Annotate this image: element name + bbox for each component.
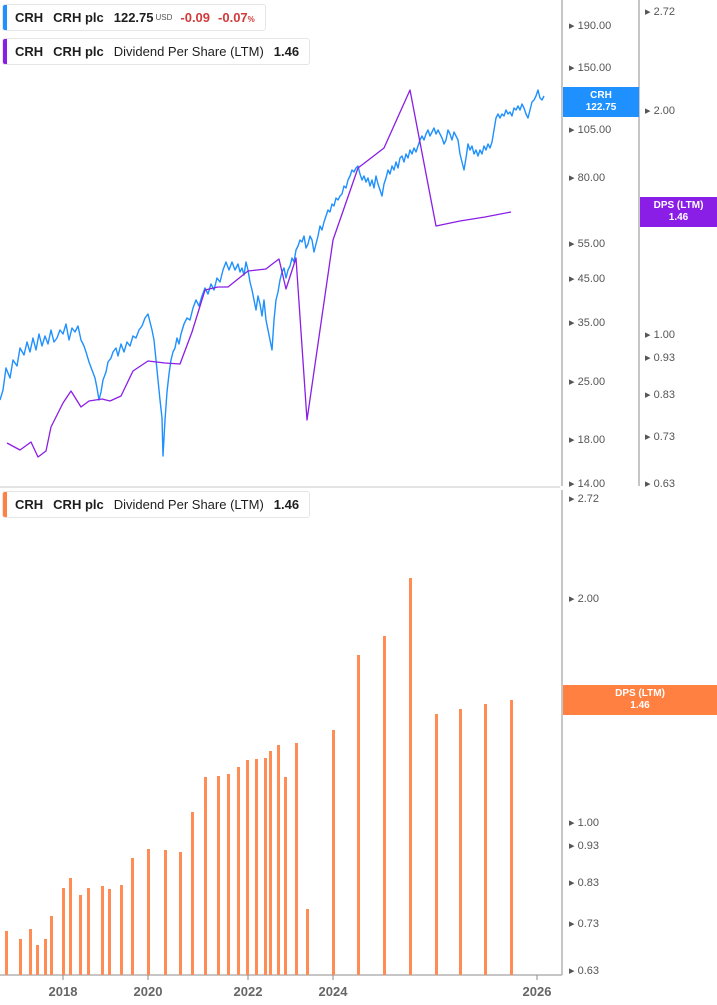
svg-text:▸ 2.00: ▸ 2.00 [645, 105, 675, 117]
dps-line [6, 89, 512, 458]
price-line [0, 89, 545, 457]
dps-bottom-legend-metric: Dividend Per Share (LTM) [113, 497, 264, 512]
dps-tag-top-label: DPS (LTM) [653, 200, 704, 211]
svg-text:▸ 0.73: ▸ 0.73 [645, 431, 675, 443]
price-legend-change: -0.09 [180, 10, 211, 25]
dps-value-tag-bottom: DPS (LTM) 1.46 [563, 685, 717, 715]
dps-legend-bottom[interactable]: CRH CRH plc Dividend Per Share (LTM) 1.4… [2, 491, 311, 518]
dps-tag-bottom-value: 1.46 [630, 700, 650, 711]
dps-bottom-legend-ticker: CRH [15, 497, 44, 512]
time-axis-ticks: 2018 2020 2022 2024 2026 [49, 975, 552, 999]
svg-text:2026: 2026 [523, 984, 552, 999]
dps-tag-bottom-label: DPS (LTM) [615, 688, 665, 699]
dps-axis-ticks-top: ▸ 2.72 ▸ 2.00 ▸ 1.00 ▸ 0.93 ▸ 0.83 ▸ 0.7… [645, 6, 675, 490]
svg-text:▸ 105.00: ▸ 105.00 [569, 124, 611, 136]
dps-series-color [3, 39, 7, 64]
svg-text:2024: 2024 [319, 984, 349, 999]
price-series-color [3, 5, 7, 30]
svg-text:▸ 150.00: ▸ 150.00 [569, 62, 611, 74]
svg-text:▸ 2.72: ▸ 2.72 [645, 6, 675, 18]
dps-value-tag-top: DPS (LTM) 1.46 [640, 197, 717, 227]
price-legend-ticker: CRH [15, 10, 44, 25]
svg-text:2022: 2022 [234, 984, 263, 999]
price-legend-currency: USD [155, 13, 173, 22]
svg-text:▸ 0.93: ▸ 0.93 [645, 352, 675, 364]
svg-text:2020: 2020 [134, 984, 163, 999]
svg-text:▸ 2.72: ▸ 2.72 [569, 493, 599, 505]
svg-text:2018: 2018 [49, 984, 78, 999]
svg-text:▸ 55.00: ▸ 55.00 [569, 238, 605, 250]
svg-text:▸ 18.00: ▸ 18.00 [569, 434, 605, 446]
svg-text:▸ 2.00: ▸ 2.00 [569, 593, 599, 605]
svg-text:▸ 0.63: ▸ 0.63 [645, 478, 675, 490]
svg-text:▸ 0.83: ▸ 0.83 [645, 389, 675, 401]
dps-bottom-legend-company: CRH plc [53, 497, 104, 512]
dps-legend-metric: Dividend Per Share (LTM) [113, 44, 264, 59]
svg-text:▸ 0.93: ▸ 0.93 [569, 840, 599, 852]
dps-legend-top[interactable]: CRH CRH plc Dividend Per Share (LTM) 1.4… [2, 38, 311, 65]
svg-text:▸ 35.00: ▸ 35.00 [569, 317, 605, 329]
dps-bars [5, 578, 513, 975]
dps-axis-ticks-bottom: ▸ 2.72 ▸ 2.00 ▸ 1.00 ▸ 0.93 ▸ 0.83 ▸ 0.7… [569, 493, 599, 977]
dps-tag-top-value: 1.46 [668, 212, 689, 223]
panel-divider [0, 486, 560, 488]
price-axis-ticks: ▸ 190.00 ▸ 150.00 ▸ 105.00 ▸ 80.00 ▸ 55.… [569, 20, 611, 490]
svg-text:▸ 0.83: ▸ 0.83 [569, 877, 599, 889]
svg-text:▸ 45.00: ▸ 45.00 [569, 273, 605, 285]
svg-text:▸ 25.00: ▸ 25.00 [569, 376, 605, 388]
price-legend[interactable]: CRH CRH plc 122.75 USD -0.09 -0.07% [2, 4, 266, 31]
svg-text:▸ 0.73: ▸ 0.73 [569, 918, 599, 930]
dps-bottom-legend-value: 1.46 [273, 497, 300, 512]
dps-legend-value: 1.46 [273, 44, 300, 59]
dps-legend-ticker: CRH [15, 44, 44, 59]
price-tag-value: 122.75 [585, 102, 617, 113]
svg-text:▸ 1.00: ▸ 1.00 [645, 329, 675, 341]
svg-text:▸ 190.00: ▸ 190.00 [569, 20, 611, 32]
dps-bar-series-color [3, 492, 7, 517]
price-legend-change-pct: -0.07% [218, 10, 255, 25]
price-value-tag: CRH 122.75 [563, 87, 639, 117]
svg-text:▸ 1.00: ▸ 1.00 [569, 817, 599, 829]
svg-text:▸ 80.00: ▸ 80.00 [569, 172, 605, 184]
svg-text:▸ 0.63: ▸ 0.63 [569, 965, 599, 977]
price-tag-label: CRH [590, 90, 612, 101]
svg-text:▸ 14.00: ▸ 14.00 [569, 478, 605, 490]
price-legend-price: 122.75 [113, 10, 154, 25]
dps-legend-company: CRH plc [53, 44, 104, 59]
price-legend-company: CRH plc [53, 10, 104, 25]
